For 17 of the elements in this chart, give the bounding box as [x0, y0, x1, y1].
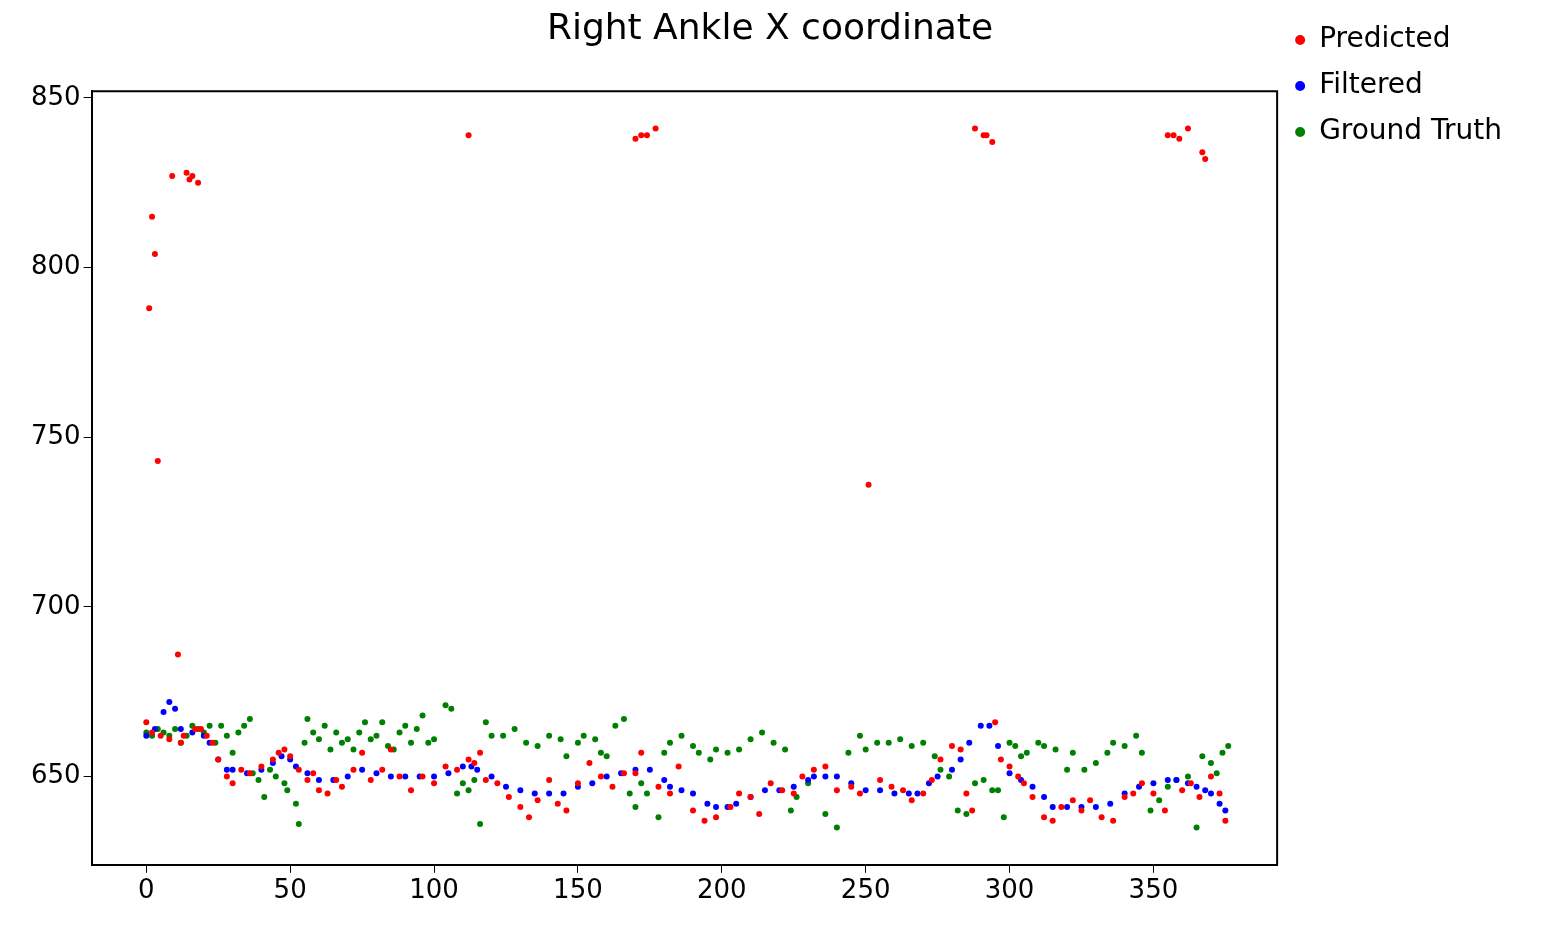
legend-label: Ground Truth: [1319, 113, 1503, 147]
x-tick-label: 300: [984, 874, 1035, 905]
x-tick-label: 200: [696, 874, 747, 905]
x-tick-label: 250: [840, 874, 891, 905]
y-tick-label: 800: [30, 250, 81, 281]
y-tick-label: 750: [30, 420, 81, 451]
legend-label: Filtered: [1319, 67, 1423, 101]
y-tick-label: 650: [30, 759, 81, 790]
chart-title: Right Ankle X coordinate: [546, 5, 994, 47]
x-tick-label: 0: [138, 874, 155, 905]
legend-label: Predicted: [1319, 21, 1451, 55]
x-tick-label: 50: [273, 874, 307, 905]
x-tick-label: 150: [553, 874, 603, 905]
x-tick-label: 100: [409, 874, 459, 905]
y-tick-label: 850: [30, 80, 81, 111]
y-tick-label: 700: [30, 589, 81, 620]
x-tick-label: 350: [1128, 874, 1179, 905]
